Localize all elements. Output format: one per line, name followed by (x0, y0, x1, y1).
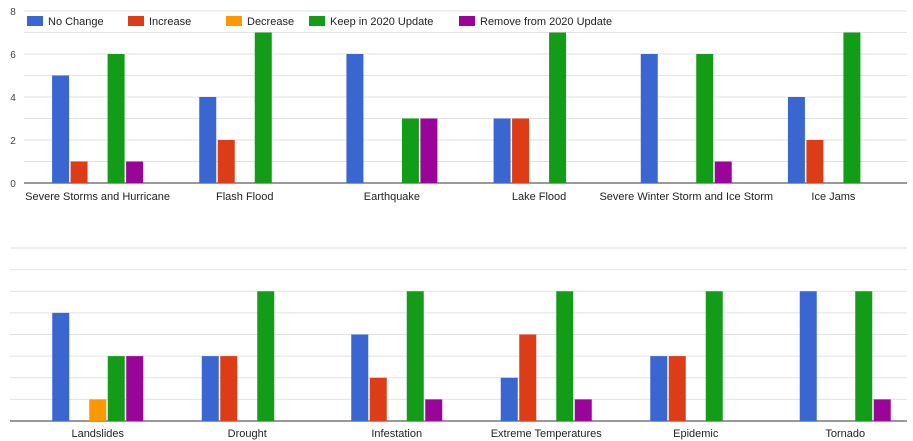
legend-label-keep-in-2020-update: Keep in 2020 Update (330, 16, 433, 28)
bar-severe-storms-and-hurricane-increase (70, 161, 88, 183)
bar-flash-flood-no-change (199, 97, 217, 183)
bar-epidemic-keep-in-2020-update (705, 291, 723, 421)
bar-drought-no-change (201, 356, 219, 421)
x-category-label: Extreme Temperatures (491, 428, 603, 440)
bar-infestation-no-change (351, 334, 369, 421)
bar-lake-flood-no-change (493, 118, 511, 183)
bar-extreme-temperatures-increase (519, 334, 537, 421)
bar-group-lake-flood (493, 32, 567, 183)
x-category-label: Drought (228, 428, 267, 440)
x-category-label: Lake Flood (512, 191, 566, 203)
bar-severe-winter-storm-and-ice-storm-keep-in-2020-update (696, 54, 714, 183)
bar-tornado-no-change (799, 291, 817, 421)
bar-landslides-remove-from-2020-update (126, 356, 144, 421)
legend: No Change Increase Decrease Keep in 2020 Up… (27, 16, 612, 28)
legend-swatch-no-change (27, 16, 43, 26)
x-category-label: Infestation (371, 428, 422, 440)
bar-severe-winter-storm-and-ice-storm-no-change (640, 54, 658, 183)
legend-swatch-decrease (226, 16, 242, 26)
legend-swatch-increase (128, 16, 144, 26)
bar-infestation-keep-in-2020-update (406, 291, 424, 421)
legend-item-remove-from-2020-update: Remove from 2020 Update (459, 16, 612, 28)
legend-swatch-keep-in-2020-update (309, 16, 325, 26)
bar-group-ice-jams (787, 32, 861, 183)
bar-ice-jams-keep-in-2020-update (843, 32, 861, 183)
bar-tornado-remove-from-2020-update (873, 399, 891, 421)
x-category-label: Epidemic (673, 428, 719, 440)
bar-lake-flood-increase (512, 118, 530, 183)
legend-swatch-remove-from-2020-update (459, 16, 475, 26)
bar-extreme-temperatures-keep-in-2020-update (556, 291, 574, 421)
bar-ice-jams-no-change (787, 97, 805, 183)
bar-group-epidemic (650, 291, 723, 421)
bar-group-extreme-temperatures (500, 291, 592, 421)
legend-item-increase: Increase (128, 16, 191, 28)
bar-tornado-keep-in-2020-update (855, 291, 873, 421)
legend-item-decrease: Decrease (226, 16, 294, 28)
bar-landslides-keep-in-2020-update (107, 356, 125, 421)
x-category-label: Severe Winter Storm and Ice Storm (599, 191, 773, 203)
bar-severe-storms-and-hurricane-no-change (52, 75, 70, 183)
bar-drought-keep-in-2020-update (257, 291, 275, 421)
legend-label-remove-from-2020-update: Remove from 2020 Update (480, 16, 612, 28)
y-tick-label: 8 (10, 7, 16, 18)
legend-label-no-change: No Change (48, 16, 104, 28)
y-tick-label: 6 (10, 50, 16, 61)
bar-severe-storms-and-hurricane-remove-from-2020-update (126, 161, 144, 183)
bar-group-earthquake (346, 54, 438, 183)
bar-earthquake-keep-in-2020-update (401, 118, 419, 183)
bar-earthquake-no-change (346, 54, 364, 183)
bar-group-drought (201, 291, 275, 421)
x-category-label: Landslides (71, 428, 124, 440)
bar-group-infestation (351, 291, 443, 421)
x-category-label: Flash Flood (216, 191, 273, 203)
bar-flash-flood-keep-in-2020-update (254, 32, 272, 183)
bar-group-severe-winter-storm-and-ice-storm (640, 54, 732, 183)
x-category-label: Ice Jams (811, 191, 856, 203)
chart-bottom: Landslides Drought Infestation Extreme Temp… (10, 247, 907, 440)
bar-extreme-temperatures-no-change (500, 377, 518, 421)
legend-item-keep-in-2020-update: Keep in 2020 Update (309, 16, 433, 28)
bar-landslides-decrease (89, 399, 107, 421)
bar-severe-storms-and-hurricane-keep-in-2020-update (107, 54, 125, 183)
x-category-label: Tornado (825, 428, 865, 440)
bar-group-flash-flood (199, 32, 272, 183)
legend-item-no-change: No Change (27, 16, 104, 28)
bar-infestation-remove-from-2020-update (425, 399, 443, 421)
bar-ice-jams-increase (806, 140, 824, 183)
bar-epidemic-no-change (650, 356, 668, 421)
bar-landslides-no-change (52, 312, 70, 421)
legend-label-increase: Increase (149, 16, 191, 28)
legend-label-decrease: Decrease (247, 16, 294, 28)
bar-epidemic-increase (668, 356, 686, 421)
bar-infestation-increase (369, 377, 387, 421)
bar-drought-increase (220, 356, 238, 421)
y-tick-label: 0 (10, 179, 16, 190)
chart-top: 0 2 4 6 8 Severe Storms and Hurricane Flash Fl… (10, 7, 907, 203)
bar-group-tornado (799, 291, 891, 421)
y-tick-label: 2 (10, 136, 16, 147)
bar-flash-flood-increase (217, 140, 235, 183)
x-category-label: Earthquake (364, 191, 420, 203)
bar-extreme-temperatures-remove-from-2020-update (574, 399, 592, 421)
x-category-label: Severe Storms and Hurricane (25, 191, 170, 203)
bar-group-landslides (52, 312, 144, 421)
bar-lake-flood-keep-in-2020-update (549, 32, 567, 183)
bar-severe-winter-storm-and-ice-storm-remove-from-2020-update (714, 161, 732, 183)
bar-group-severe-storms-and-hurricane (52, 54, 144, 183)
y-tick-label: 4 (10, 93, 16, 104)
bar-earthquake-remove-from-2020-update (420, 118, 438, 183)
